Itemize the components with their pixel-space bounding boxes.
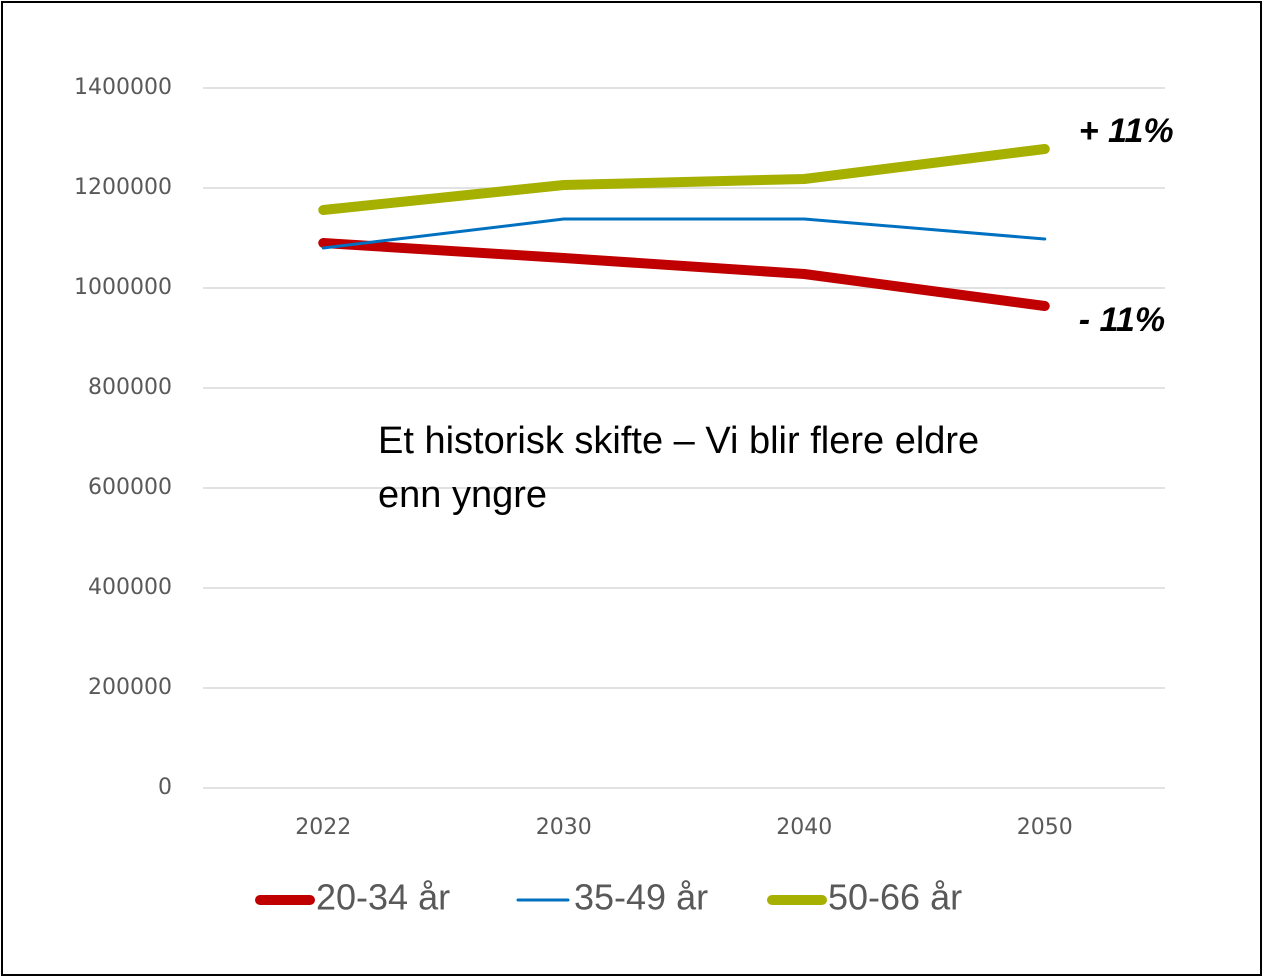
series-line [321, 217, 1047, 250]
series-line [318, 238, 1050, 311]
x-tick-label: 2022 [295, 815, 351, 840]
y-tick-label: 1200000 [74, 175, 172, 200]
annotation: + 11% [1079, 112, 1174, 150]
legend-label: 50-66 år [828, 877, 962, 918]
legend-label: 35-49 år [574, 877, 708, 918]
x-tick-label: 2050 [1017, 815, 1073, 840]
annotation: Et historisk skifte – Vi blir flere eldr… [378, 420, 980, 516]
legend-label: 20-34 år [316, 877, 450, 918]
y-tick-label: 1400000 [74, 75, 172, 100]
y-tick-label: 800000 [88, 375, 172, 400]
annotation: - 11% [1079, 301, 1165, 339]
series-line [318, 144, 1050, 215]
y-tick-label: 600000 [88, 475, 172, 500]
y-tick-label: 400000 [88, 575, 172, 600]
y-tick-label: 0 [158, 775, 172, 800]
x-tick-label: 2030 [536, 815, 592, 840]
y-tick-label: 1000000 [74, 275, 172, 300]
y-tick-label: 200000 [88, 675, 172, 700]
x-tick-label: 2040 [776, 815, 832, 840]
